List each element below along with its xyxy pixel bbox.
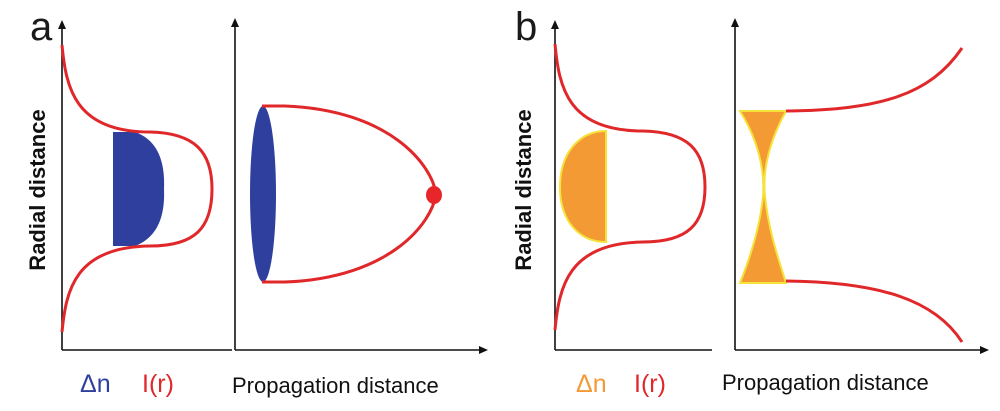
panel-b-index-change-shape <box>558 129 607 244</box>
panel-a-legend-delta-n: Δn <box>80 370 111 398</box>
panel-a-left-axes <box>58 20 232 351</box>
panel-a-xlabel: Propagation distance <box>232 373 439 398</box>
panel-a-right-axes <box>231 18 488 354</box>
panel-b-beam-upper-edge <box>785 47 964 113</box>
panel-b-intensity-curve <box>553 43 707 331</box>
panel-a-input-index-ellipse <box>250 106 276 282</box>
panel-b-input-index-hourglass <box>738 110 788 284</box>
panel-b-legend-delta-n: Δn <box>576 370 607 398</box>
panel-b: b Radial distance Δn I(r) Propagation di… <box>511 5 989 398</box>
panel-a: a Radial distance Δn I(r) Propagation di… <box>25 5 488 398</box>
panel-a-index-change-shape <box>113 132 165 246</box>
panel-a-focus-point <box>426 186 442 204</box>
panel-b-ylabel: Radial distance <box>511 109 536 270</box>
panel-b-label: b <box>515 5 537 49</box>
panel-b-beam-lower-edge <box>785 279 964 343</box>
panel-a-ylabel: Radial distance <box>25 109 50 270</box>
panel-a-beam-envelope <box>262 104 438 284</box>
panel-b-left-axes <box>551 20 712 351</box>
panel-b-xlabel: Propagation distance <box>722 370 929 395</box>
panel-b-right-axes <box>731 18 989 354</box>
panel-a-legend-intensity: I(r) <box>142 370 174 398</box>
panel-a-intensity-curve <box>60 44 214 333</box>
panel-a-label: a <box>30 5 53 49</box>
panel-b-legend-intensity: I(r) <box>634 370 666 398</box>
